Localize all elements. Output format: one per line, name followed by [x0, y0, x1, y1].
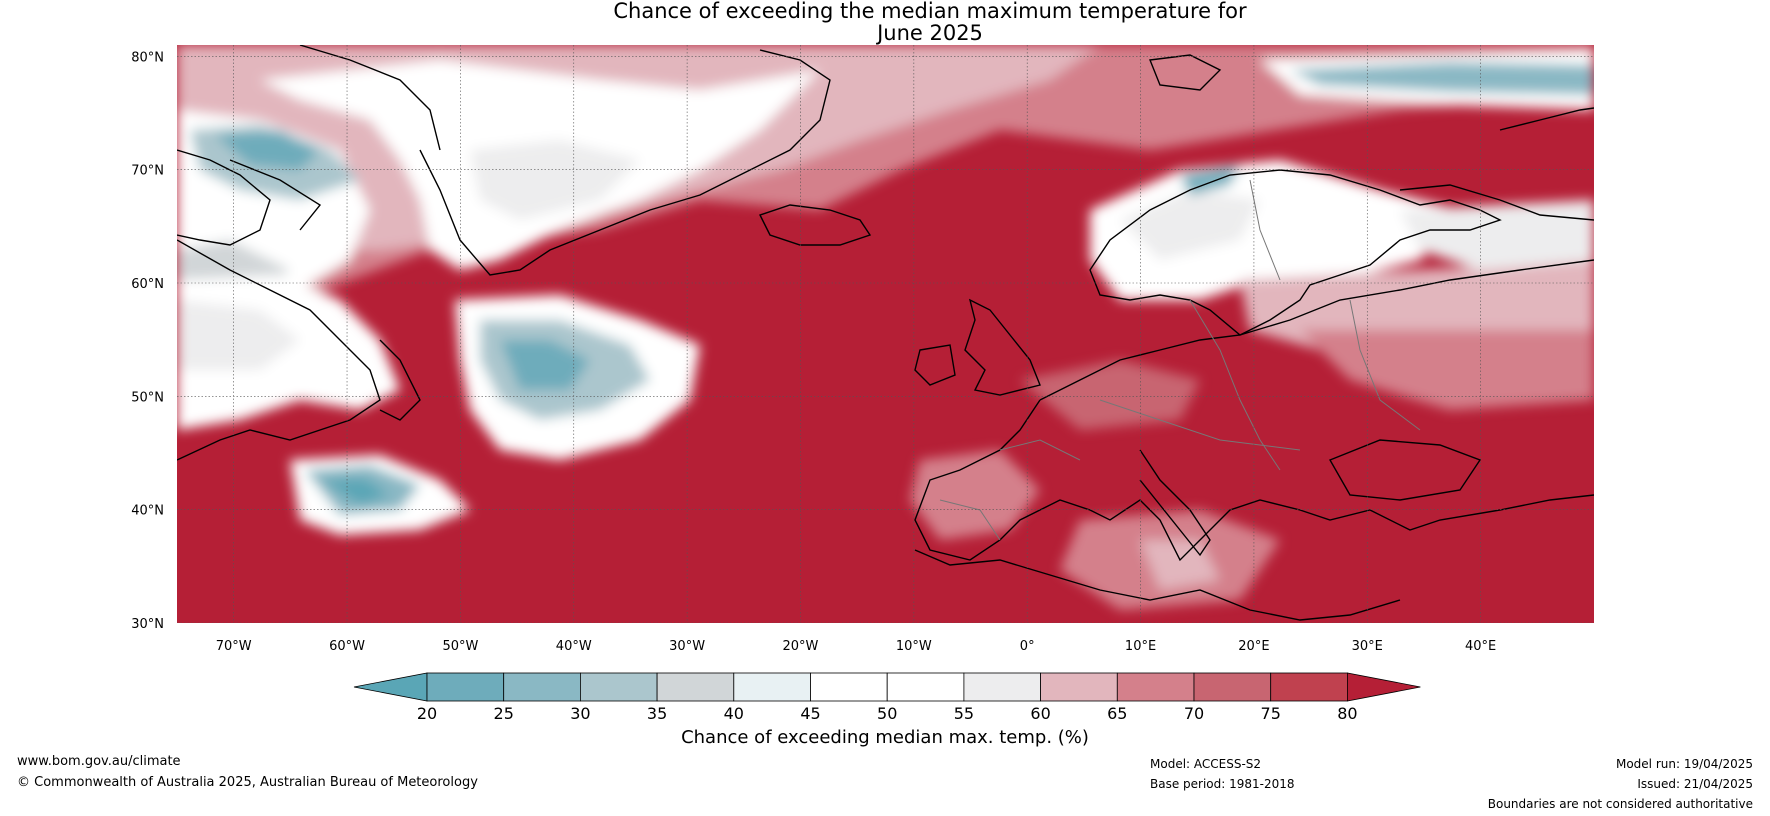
model-text: Model: ACCESS-S2 — [1150, 757, 1262, 771]
colorbar-bin — [503, 672, 581, 702]
lon-tick-label: 40°W — [556, 639, 592, 654]
lat-tick-label: 30°N — [131, 617, 164, 632]
colorbar-tick-label: 35 — [647, 704, 667, 723]
lon-tick-label: 0° — [1020, 639, 1035, 654]
lat-tick-label: 60°N — [131, 277, 164, 292]
lat-tick-label: 70°N — [131, 164, 164, 179]
coastlines — [177, 45, 1594, 621]
colorbar-bin — [1193, 672, 1272, 702]
colorbar-ticks: 20 25 30 35 40 45 50 55 60 65 70 75 80 — [417, 704, 1358, 723]
colorbar-tick-label: 30 — [570, 704, 590, 723]
colorbar-tick-label: 25 — [494, 704, 514, 723]
colorbar-tick-label: 50 — [877, 704, 897, 723]
colorbar-bin — [963, 672, 1042, 702]
colorbar-bin — [1270, 672, 1348, 702]
colorbar-tick-label: 20 — [417, 704, 437, 723]
lon-tick-label: 60°W — [329, 639, 365, 654]
lon-tick-label: 70°W — [216, 639, 252, 654]
issued-text: Issued: 21/04/2025 — [1637, 777, 1753, 791]
lon-tick-label: 10°W — [896, 639, 932, 654]
colorbar-tick-label: 70 — [1184, 704, 1204, 723]
colorbar-tick-label: 45 — [800, 704, 820, 723]
colorbar-tick-label: 55 — [954, 704, 974, 723]
colorbar-tick-label: 60 — [1030, 704, 1050, 723]
colorbar-tick-label: 75 — [1261, 704, 1281, 723]
model-run-text: Model run: 19/04/2025 — [1615, 757, 1753, 771]
colorbar-bin — [733, 672, 811, 702]
colorbar — [353, 672, 1421, 702]
lon-tick-label: 30°E — [1352, 639, 1383, 654]
lat-tick-label: 50°N — [131, 390, 164, 405]
colorbar-bin — [1116, 672, 1195, 702]
colorbar-bin — [810, 672, 888, 702]
lon-axis: 70°W 60°W 50°W 40°W 30°W 20°W 10°W 0° 10°E 20°E 30… — [216, 639, 1497, 654]
lat-tick-label: 80°N — [131, 50, 164, 65]
colorbar-bin — [426, 672, 505, 702]
probability-field — [177, 45, 1594, 623]
colorbar-bin — [656, 672, 735, 702]
colorbar-tick-label: 65 — [1107, 704, 1127, 723]
colorbar-tick-label: 40 — [724, 704, 744, 723]
lat-axis: 80°N 70°N 60°N 50°N 40°N 30°N — [131, 50, 164, 632]
lon-tick-label: 30°W — [669, 639, 705, 654]
lon-tick-label: 50°W — [442, 639, 478, 654]
colorbar-bin — [886, 672, 965, 702]
lon-tick-label: 20°W — [783, 639, 819, 654]
base-period-text: Base period: 1981-2018 — [1150, 777, 1295, 791]
map-title-line1: Chance of exceeding the median maximum t… — [613, 0, 1247, 23]
country-borders — [939, 179, 1421, 541]
graticule — [177, 45, 1594, 623]
map-title-line2: June 2025 — [877, 21, 983, 45]
lat-tick-label: 40°N — [131, 504, 164, 519]
colorbar-under-arrow — [353, 672, 428, 702]
colorbar-bin — [580, 672, 658, 702]
website-link[interactable]: www.bom.gov.au/climate — [17, 754, 181, 769]
colorbar-over-arrow — [1347, 672, 1421, 702]
colorbar-label: Chance of exceeding median max. temp. (%… — [681, 727, 1089, 748]
lon-tick-label: 40°E — [1465, 639, 1496, 654]
colorbar-bin — [1040, 672, 1118, 702]
lon-tick-label: 20°E — [1238, 639, 1269, 654]
lon-tick-label: 10°E — [1125, 639, 1156, 654]
disclaimer-text: Boundaries are not considered authoritat… — [1487, 797, 1753, 811]
copyright-text: © Commonwealth of Australia 2025, Austra… — [17, 775, 478, 790]
colorbar-tick-label: 80 — [1337, 704, 1357, 723]
